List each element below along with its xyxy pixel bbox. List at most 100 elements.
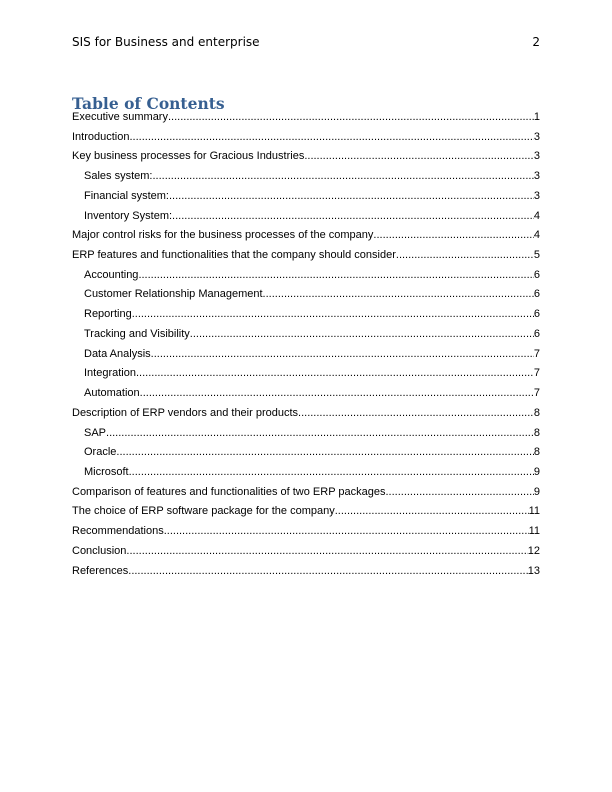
- toc-entry-label: Customer Relationship Management: [84, 288, 263, 301]
- toc-entry[interactable]: Description of ERP vendors and their pro…: [72, 407, 540, 427]
- toc-entry-label: Oracle: [84, 446, 117, 459]
- toc-entry[interactable]: Tracking and Visibility 6: [72, 328, 540, 348]
- dot-leader: [136, 367, 534, 379]
- dot-leader: [152, 170, 533, 182]
- toc-entry[interactable]: Customer Relationship Management 6: [72, 288, 540, 308]
- dot-leader: [164, 525, 529, 537]
- toc-entry-label: Inventory System:: [84, 209, 173, 222]
- toc-entry[interactable]: Conclusion 12: [72, 545, 540, 565]
- toc-entry-page: 7: [533, 367, 540, 380]
- toc-entry-page: 3: [533, 150, 540, 163]
- toc-entry-label: Conclusion: [72, 544, 127, 557]
- toc-title: Table of Contents: [72, 94, 225, 113]
- toc-entry[interactable]: Data Analysis 7: [72, 348, 540, 368]
- toc-entry-label: Key business processes for Gracious Indu…: [72, 150, 305, 163]
- toc-entry[interactable]: Executive summary 1: [72, 111, 540, 131]
- toc-entry-page: 1: [533, 111, 540, 123]
- dot-leader: [126, 545, 527, 557]
- dot-leader: [128, 565, 527, 577]
- dot-leader: [304, 150, 534, 162]
- toc-entry-label: Introduction: [72, 130, 130, 143]
- toc-entry-page: 3: [533, 170, 540, 183]
- toc-entry-page: 4: [533, 229, 540, 242]
- running-title: SIS for Business and enterprise: [72, 35, 260, 49]
- dot-leader: [396, 249, 534, 261]
- toc-entry[interactable]: References 13: [72, 565, 540, 585]
- toc-entry-label: Data Analysis: [84, 347, 151, 360]
- toc-entry-label: Integration: [84, 367, 136, 380]
- dot-leader: [132, 308, 534, 320]
- dot-leader: [140, 387, 534, 399]
- toc-entry-page: 4: [533, 209, 540, 222]
- toc-entry-page: 6: [533, 327, 540, 340]
- dot-leader: [168, 111, 534, 123]
- toc-entry-label: Executive summary: [72, 111, 168, 123]
- toc-entry-page: 7: [533, 347, 540, 360]
- toc-entry-label: ERP features and functionalities that th…: [72, 249, 396, 262]
- toc-entry[interactable]: Microsoft 9: [72, 466, 540, 486]
- toc-entry[interactable]: Introduction 3: [72, 131, 540, 151]
- dot-leader: [129, 466, 534, 478]
- toc-entry-label: Automation: [84, 387, 140, 400]
- toc-entry-page: 9: [533, 485, 540, 498]
- toc-entry-label: Comparison of features and functionaliti…: [72, 485, 386, 498]
- toc-entry[interactable]: Major control risks for the business pro…: [72, 229, 540, 249]
- toc-entry-page: 12: [527, 544, 540, 557]
- dot-leader: [263, 288, 534, 300]
- toc-entry-label: SAP: [84, 426, 107, 439]
- toc-entry[interactable]: Recommendations 11: [72, 525, 540, 545]
- toc-entry-page: 6: [533, 308, 540, 321]
- page-header: SIS for Business and enterprise 2: [72, 35, 540, 49]
- toc-entry[interactable]: The choice of ERP software package for t…: [72, 505, 540, 525]
- dot-leader: [373, 229, 533, 241]
- dot-leader: [298, 407, 534, 419]
- toc-entry[interactable]: Inventory System: 4: [72, 210, 540, 230]
- toc-entry-page: 7: [533, 387, 540, 400]
- toc-entry[interactable]: Key business processes for Gracious Indu…: [72, 150, 540, 170]
- dot-leader: [335, 505, 529, 517]
- toc-entry-label: The choice of ERP software package for t…: [72, 505, 335, 518]
- toc-entry-label: Reporting: [84, 308, 132, 321]
- toc-entry[interactable]: Sales system: 3: [72, 170, 540, 190]
- toc-entry[interactable]: ERP features and functionalities that th…: [72, 249, 540, 269]
- toc-entry[interactable]: Oracle 8: [72, 446, 540, 466]
- page-number: 2: [532, 35, 540, 49]
- toc-entry-page: 13: [527, 564, 540, 577]
- toc-entry-page: 5: [533, 249, 540, 262]
- dot-leader: [172, 210, 534, 222]
- toc-entry[interactable]: Integration 7: [72, 367, 540, 387]
- toc-entry-label: Financial system:: [84, 189, 169, 202]
- toc-entry[interactable]: Financial system: 3: [72, 190, 540, 210]
- toc-entry-page: 11: [528, 505, 540, 518]
- toc-entry-label: Recommendations: [72, 525, 164, 538]
- toc-entry-label: Sales system:: [84, 170, 153, 183]
- dot-leader: [129, 131, 533, 143]
- dot-leader: [116, 446, 533, 458]
- toc-entry-page: 6: [533, 268, 540, 281]
- toc-entry[interactable]: Comparison of features and functionaliti…: [72, 486, 540, 506]
- toc-entry[interactable]: Accounting 6: [72, 269, 540, 289]
- table-of-contents: Executive summary 1 Introduction 3 Key busin…: [72, 111, 540, 584]
- dot-leader: [138, 269, 533, 281]
- dot-leader: [385, 486, 533, 498]
- toc-entry-page: 11: [528, 525, 540, 538]
- toc-entry-page: 8: [533, 426, 540, 439]
- toc-entry-label: Microsoft: [84, 465, 129, 478]
- toc-entry-label: Tracking and Visibility: [84, 327, 190, 340]
- toc-entry-page: 6: [533, 288, 540, 301]
- toc-entry[interactable]: Automation 7: [72, 387, 540, 407]
- toc-entry-page: 8: [533, 446, 540, 459]
- toc-entry-page: 3: [533, 189, 540, 202]
- toc-entry-label: References: [72, 564, 129, 577]
- dot-leader: [106, 427, 534, 439]
- toc-entry-page: 8: [533, 406, 540, 419]
- toc-entry[interactable]: SAP 8: [72, 427, 540, 447]
- toc-entry-page: 3: [533, 130, 540, 143]
- toc-entry-label: Accounting: [84, 268, 139, 281]
- dot-leader: [190, 328, 534, 340]
- toc-entry-page: 9: [533, 465, 540, 478]
- dot-leader: [169, 190, 534, 202]
- toc-entry-label: Major control risks for the business pro…: [72, 229, 374, 242]
- toc-entry[interactable]: Reporting 6: [72, 308, 540, 328]
